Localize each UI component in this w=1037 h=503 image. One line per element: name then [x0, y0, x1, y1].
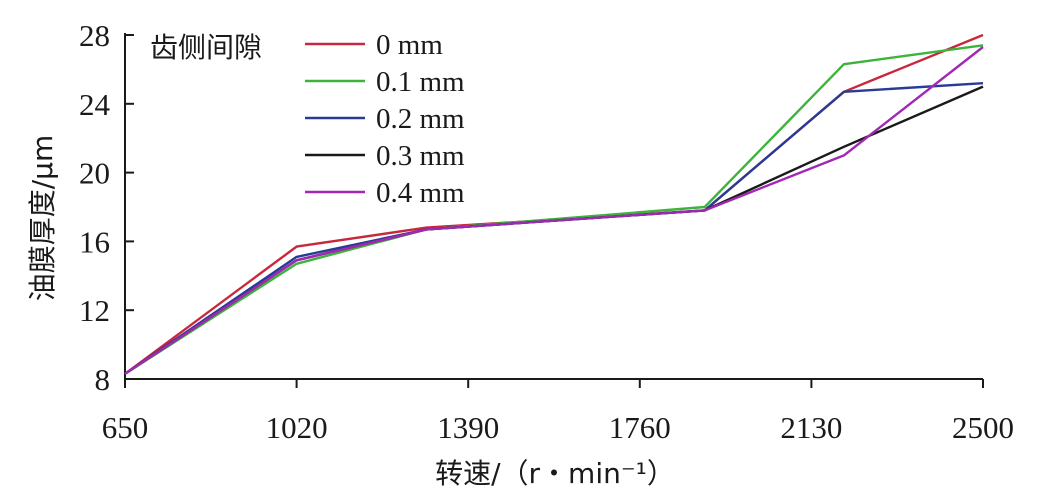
legend: 齿侧间隙 0 mm 0.1 mm 0.2 mm 0.3 mm 0.4 mm — [150, 29, 465, 209]
y-axis-title: 油膜厚度/μm — [26, 135, 59, 302]
series-lines — [124, 33, 984, 375]
y-tick-label: 24 — [79, 87, 111, 122]
series-line-3 — [124, 85, 984, 375]
y-tick-label: 20 — [79, 156, 110, 191]
x-tick-label: 1020 — [266, 410, 328, 445]
legend-label: 0.4 mm — [376, 177, 465, 209]
x-tick-label: 1760 — [609, 410, 671, 445]
y-tick-label: 8 — [95, 362, 111, 397]
legend-label: 0.3 mm — [376, 140, 465, 172]
x-tick-label: 2130 — [780, 410, 842, 445]
x-tick-label: 2500 — [952, 410, 1014, 445]
y-tick-label: 12 — [79, 293, 110, 328]
series-line-0 — [124, 33, 984, 375]
legend-label: 0.2 mm — [376, 103, 465, 135]
series-line-4 — [124, 46, 984, 375]
legend-label: 0 mm — [376, 29, 443, 61]
legend-label: 0.1 mm — [376, 66, 465, 98]
axes — [124, 33, 983, 380]
series-line-1 — [124, 44, 984, 375]
y-tick-label: 28 — [79, 18, 110, 53]
x-tick-label: 650 — [102, 410, 149, 445]
y-tick-label: 16 — [79, 224, 110, 259]
legend-entries: 0 mm 0.1 mm 0.2 mm 0.3 mm 0.4 mm — [305, 29, 465, 209]
series-line-2 — [124, 82, 984, 375]
legend-title: 齿侧间隙 — [150, 31, 262, 64]
x-ticks: 650 1020 1390 1760 2130 2500 — [102, 379, 1014, 445]
y-ticks: 8 12 16 20 24 28 — [79, 18, 134, 397]
x-tick-label: 1390 — [437, 410, 499, 445]
x-axis-title: 转速/（r・min⁻¹） — [435, 457, 675, 490]
